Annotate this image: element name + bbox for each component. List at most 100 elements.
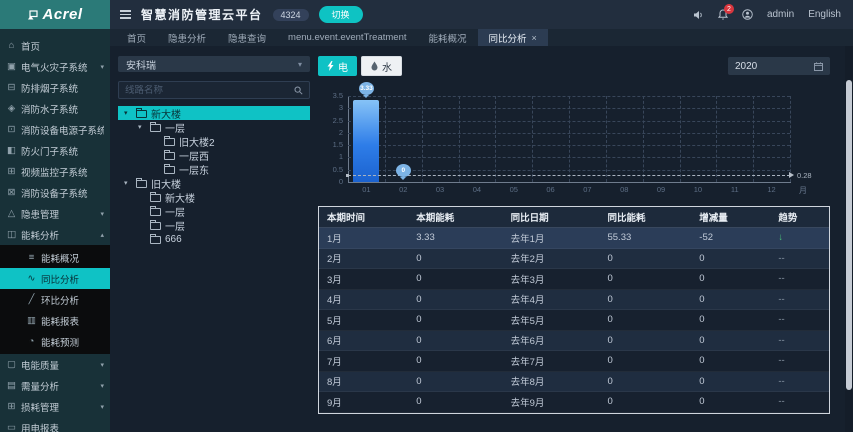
table-cell: 0 (607, 375, 613, 387)
sidebar-item-home[interactable]: ⌂ 首页 (0, 35, 110, 56)
sidebar-item-fire-equipment[interactable]: ⊠ 消防设备子系统 (0, 182, 110, 203)
table-row[interactable]: 3月 0 去年3月 0 0 -- (319, 269, 829, 290)
sidebar-item-energy-overview[interactable]: ≡ 能耗概况 (0, 247, 110, 268)
tree-node[interactable]: 666 (118, 232, 310, 246)
search-input[interactable] (125, 84, 294, 96)
sidebar-item-electricity-report[interactable]: ▭ 用电报表 (0, 417, 110, 432)
collapse-menu-icon[interactable] (120, 10, 131, 19)
folder-closed-icon (150, 219, 161, 230)
search-icon[interactable] (294, 86, 303, 95)
count-badge: 4324 (272, 8, 309, 21)
table-row[interactable]: 7月 0 去年7月 0 0 -- (319, 351, 829, 372)
sidebar-item-video-surveillance[interactable]: ⊞ 视频监控子系统 (0, 161, 110, 182)
scrollbar-thumb[interactable] (846, 80, 852, 390)
tree-node[interactable]: 旧大楼2 (118, 134, 310, 149)
sidebar-item-label: 防排烟子系统 (21, 83, 79, 95)
table-cell: 0 (416, 293, 422, 305)
bar-value[interactable] (353, 100, 380, 182)
y-tick-label: 3.5 (332, 91, 343, 100)
tree-node-label: 新大楼 (165, 193, 195, 205)
tree-caret-icon[interactable]: ▾ (138, 124, 142, 131)
tab-1[interactable]: 隐患分析 (157, 29, 217, 46)
sidebar-item-hazard-management[interactable]: △ 隐患管理 ▾ (0, 203, 110, 224)
tab-label: 首页 (127, 33, 147, 45)
table-cell: 8月 (327, 377, 342, 389)
table-row[interactable]: 1月 3.33 去年1月 55.33 -52 ↓ (319, 228, 829, 249)
water-tab-button[interactable]: 水 (361, 56, 402, 76)
tree-node[interactable]: 一层东 (118, 162, 310, 177)
tree-caret-icon[interactable]: ▾ (124, 110, 128, 117)
brand-name: Acrel (42, 6, 83, 23)
username[interactable]: admin (766, 9, 795, 20)
tab-label: menu.event.eventTreatment (288, 32, 407, 43)
table-cell: 0 (699, 293, 705, 305)
org-select-value: 安科瑞 (126, 60, 156, 72)
data-point-pin: 3.33 (358, 82, 374, 96)
loss-management-icon: ⊞ (7, 401, 16, 412)
sidebar-item-mom-analysis[interactable]: ╱ 环比分析 (0, 289, 110, 310)
brand-logo[interactable]: Acrel (0, 0, 110, 29)
tree-node[interactable]: ▾ 新大楼 (118, 106, 310, 121)
notifications-bell-icon[interactable]: 2 (717, 4, 734, 20)
sidebar-item-fire-door[interactable]: ◧ 防火门子系统 (0, 140, 110, 161)
table-cell: 去年5月 (510, 315, 545, 327)
close-tab-icon[interactable]: × (531, 32, 537, 43)
org-select[interactable]: 安科瑞 ▾ (118, 56, 310, 72)
sidebar-item-energy-forecast[interactable]: ◔ 能耗预测 (0, 331, 110, 352)
submenu-energy-analysis: ≡ 能耗概况 ∿ 同比分析 ╱ 环比分析 ▥ 能耗报表 ◔ 能耗预测 (0, 245, 110, 354)
tab-3[interactable]: menu.event.eventTreatment (277, 29, 417, 46)
year-picker[interactable]: 2020 (728, 57, 830, 75)
v-gridline (421, 96, 423, 182)
sidebar-item-smoke-control[interactable]: ⊟ 防排烟子系统 (0, 77, 110, 98)
water-tab-label: 水 (382, 62, 392, 74)
sidebar-item-demand-analysis[interactable]: ▤ 需量分析 ▾ (0, 375, 110, 396)
y-axis-line (348, 96, 349, 182)
x-tick-label: 07 (583, 185, 592, 194)
sidebar-item-energy-report[interactable]: ▥ 能耗报表 (0, 310, 110, 331)
table-cell: 0 (416, 396, 422, 408)
v-gridline (790, 96, 791, 182)
table-row[interactable]: 2月 0 去年2月 0 0 -- (319, 248, 829, 269)
table-row[interactable]: 6月 0 去年6月 0 0 -- (319, 330, 829, 351)
tree-node[interactable]: ▾ 旧大楼 (118, 176, 310, 191)
table-row[interactable]: 5月 0 去年5月 0 0 -- (319, 310, 829, 331)
energy-forecast-icon: ◔ (28, 336, 35, 347)
table-cell: 1月 (327, 233, 342, 245)
speaker-icon[interactable] (693, 10, 704, 20)
table-row[interactable]: 4月 0 去年4月 0 0 -- (319, 289, 829, 310)
electric-tab-button[interactable]: 电 (318, 56, 357, 76)
sidebar-item-label: 电能质量 (21, 360, 60, 372)
calendar-icon (814, 61, 823, 71)
sidebar-item-yoy-analysis[interactable]: ∿ 同比分析 (0, 268, 110, 289)
tab-5[interactable]: 同比分析 × (477, 29, 548, 46)
sidebar-item-electric-fire[interactable]: ▣ 电气火灾子系统 ▾ (0, 56, 110, 77)
tree-node[interactable]: 一层 (118, 218, 310, 233)
table-row[interactable]: 9月 0 去年9月 0 0 -- (319, 392, 829, 413)
tree-node[interactable]: 一层 (118, 204, 310, 219)
table-cell: 0 (699, 375, 705, 387)
tree-node-label: 新大楼 (151, 109, 181, 121)
table-cell: 0 (607, 293, 613, 305)
sidebar-item-power-quality[interactable]: ▢ 电能质量 ▾ (0, 354, 110, 375)
year-value: 2020 (735, 60, 758, 72)
table-cell: 0 (607, 334, 613, 346)
tree-node-label: 旧大楼2 (179, 137, 215, 149)
tree-caret-icon[interactable]: ▾ (124, 180, 128, 187)
tab-2[interactable]: 隐患查询 (217, 29, 277, 46)
user-avatar-icon[interactable] (742, 9, 753, 20)
table-cell: 去年7月 (510, 356, 545, 368)
table-row[interactable]: 8月 0 去年8月 0 0 -- (319, 371, 829, 392)
table-header-row: 本期时间 本期能耗 同比日期 同比能耗 增减量 趋势 (319, 207, 829, 228)
sidebar-item-fire-equipment-power[interactable]: ⊡ 消防设备电源子系统 (0, 119, 110, 140)
tree-node[interactable]: 新大楼 (118, 190, 310, 205)
language-switch[interactable]: English (808, 9, 841, 20)
table-cell: 0 (699, 334, 705, 346)
switch-button[interactable]: 切换 (318, 6, 363, 23)
tab-0[interactable]: 首页 (116, 29, 157, 46)
sidebar-item-fire-water[interactable]: ◈ 消防水子系统 (0, 98, 110, 119)
sidebar-item-energy-analysis[interactable]: ◫ 能耗分析 ▴ (0, 224, 110, 245)
sidebar-item-loss-management[interactable]: ⊞ 损耗管理 ▾ (0, 396, 110, 417)
tab-4[interactable]: 能耗概况 (418, 29, 478, 46)
tree-node[interactable]: 一层西 (118, 148, 310, 163)
tree-node[interactable]: ▾ 一层 (118, 120, 310, 135)
